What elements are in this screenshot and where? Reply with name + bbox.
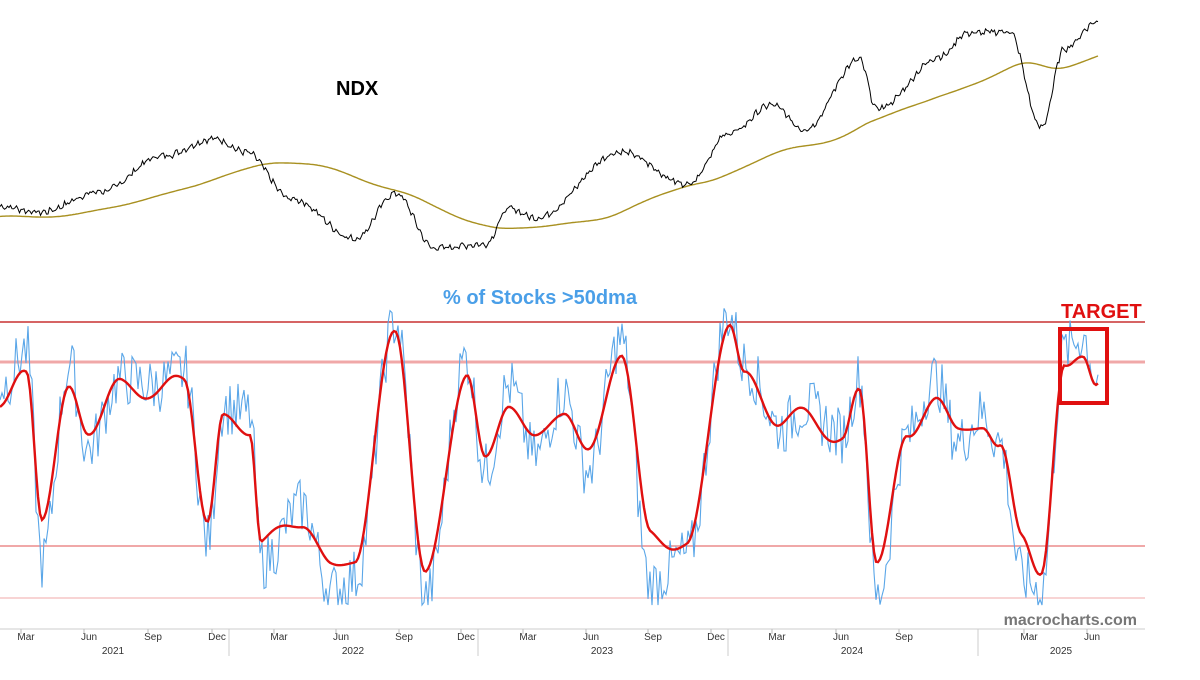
target-box — [1058, 327, 1109, 405]
breadth-smoothed-line — [0, 323, 1099, 577]
year-tick-label: 2023 — [591, 646, 614, 657]
month-tick-label: Dec — [457, 632, 475, 643]
month-tick-label: Mar — [1020, 632, 1038, 643]
x-axis: Mar Jun Sep Dec Mar Jun Sep Dec Mar Jun Sep Dec Mar J… — [0, 628, 1145, 657]
month-tick-label: Mar — [17, 632, 35, 643]
ndx-price-line — [0, 20, 1099, 251]
year-tick-label: 2022 — [342, 646, 365, 657]
breadth-raw-line — [0, 308, 1099, 607]
month-tick-label: Sep — [895, 632, 913, 643]
month-tick-label: Mar — [768, 632, 786, 643]
ndx-moving-average-line — [0, 55, 1099, 229]
watermark: macrocharts.com — [1004, 612, 1137, 629]
breadth-title: % of Stocks >50dma — [443, 287, 638, 309]
month-tick-label: Sep — [144, 632, 162, 643]
month-tick-label: Jun — [1084, 632, 1100, 643]
ndx-title: NDX — [336, 78, 379, 100]
month-tick-label: Jun — [81, 632, 97, 643]
target-label: TARGET — [1061, 301, 1142, 323]
month-tick-label: Dec — [707, 632, 725, 643]
year-tick-label: 2021 — [102, 646, 125, 657]
month-tick-label: Sep — [395, 632, 413, 643]
month-tick-label: Mar — [519, 632, 537, 643]
month-tick-label: Jun — [583, 632, 599, 643]
year-labels: 2021 2022 2023 2024 2025 — [102, 629, 1073, 657]
month-tick-label: Mar — [270, 632, 288, 643]
month-labels: Mar Jun Sep Dec Mar Jun Sep Dec Mar Jun Sep Dec Mar J… — [17, 629, 1100, 643]
month-tick-label: Dec — [208, 632, 226, 643]
month-tick-label: Jun — [333, 632, 349, 643]
month-tick-label: Jun — [833, 632, 849, 643]
year-tick-label: 2025 — [1050, 646, 1073, 657]
year-tick-label: 2024 — [841, 646, 864, 657]
month-tick-label: Sep — [644, 632, 662, 643]
